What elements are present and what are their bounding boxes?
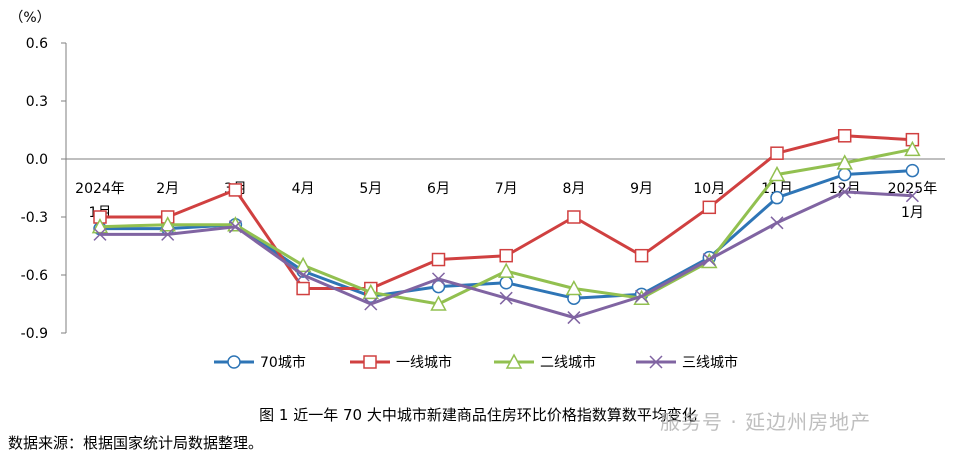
data-point — [363, 355, 377, 369]
x-tick-label: 6月 — [427, 181, 450, 197]
data-point — [364, 297, 378, 311]
series-x — [93, 185, 919, 325]
legend-item: 三线城市 — [636, 354, 738, 371]
y-tick-label: -0.6 — [21, 268, 48, 284]
data-point — [497, 262, 515, 278]
data-point — [430, 295, 447, 311]
line-chart: 0.60.30.0-0.3-0.6-0.9（%）2024年1月2月3月4月5月6… — [9, 10, 945, 371]
data-point — [91, 218, 109, 234]
data-point — [770, 146, 784, 160]
data-point — [837, 167, 852, 182]
x-tick-label: 10月 — [693, 181, 725, 197]
data-point — [362, 283, 380, 300]
watermark-text: 服务号 · 延边州房地产 — [660, 410, 872, 434]
data-point — [161, 227, 175, 241]
x-tick-label: 5月 — [359, 181, 382, 197]
legend-label: 一线城市 — [396, 354, 452, 371]
data-point — [904, 140, 921, 157]
chart-series — [91, 129, 921, 325]
data-point — [296, 281, 310, 296]
x-tick-label: 4月 — [292, 181, 315, 197]
data-point — [296, 268, 310, 282]
data-point — [905, 163, 920, 178]
data-point — [905, 189, 919, 203]
legend-label: 70城市 — [260, 354, 306, 371]
data-point — [702, 253, 716, 267]
y-tick-label: 0.6 — [26, 36, 48, 52]
data-point — [431, 279, 446, 294]
data-point — [567, 210, 581, 224]
data-point — [499, 291, 513, 305]
chart-axes: 0.60.30.0-0.3-0.6-0.9（%）2024年1月2月3月4月5月6… — [9, 10, 945, 342]
data-source-note: 数据来源：根据国家统计局数据整理。 — [8, 434, 264, 452]
data-point — [499, 248, 513, 263]
y-unit-label: （%） — [9, 10, 50, 26]
legend-item: 二线城市 — [494, 353, 596, 371]
series-square — [93, 129, 920, 296]
data-point — [565, 279, 583, 296]
data-point — [567, 311, 581, 325]
data-point — [228, 220, 242, 234]
data-point — [702, 200, 717, 215]
data-point — [838, 185, 852, 199]
data-point — [93, 227, 107, 241]
legend-item: 70城市 — [214, 354, 306, 371]
data-point — [837, 129, 852, 143]
x-tick-label: 9月 — [630, 181, 653, 197]
legend-label: 二线城市 — [540, 354, 596, 371]
x-tick-label: 7月 — [495, 181, 518, 197]
data-point — [228, 183, 243, 197]
data-point — [635, 289, 649, 303]
y-tick-label: -0.3 — [21, 210, 48, 226]
data-point — [649, 355, 663, 369]
data-point — [768, 165, 786, 182]
data-point — [499, 275, 513, 290]
data-point — [431, 252, 446, 267]
x-tick-label: 8月 — [562, 181, 585, 197]
data-point — [836, 154, 853, 170]
data-point — [505, 353, 523, 369]
data-point — [159, 216, 176, 232]
y-tick-label: -0.9 — [21, 326, 48, 342]
y-tick-label: 0.0 — [26, 152, 48, 168]
x-tick-label: 2025年 1月 — [888, 181, 938, 221]
data-point — [227, 355, 241, 369]
chart-title: 图 1 近一年 70 大中城市新建商品住房环比价格指数算数平均变化 — [259, 406, 697, 424]
x-tick-label: 12月 — [829, 181, 861, 197]
chart-legend: 70城市 一线城市 二线城市 三线城市 — [214, 353, 738, 371]
legend-label: 三线城市 — [682, 354, 738, 371]
data-point — [634, 248, 649, 263]
data-point — [770, 216, 784, 230]
legend-item: 一线城市 — [350, 354, 452, 371]
data-point — [770, 190, 784, 205]
x-tick-label: 2月 — [156, 181, 179, 197]
data-point — [431, 272, 446, 286]
data-point — [294, 256, 312, 273]
y-tick-label: 0.3 — [26, 94, 48, 110]
